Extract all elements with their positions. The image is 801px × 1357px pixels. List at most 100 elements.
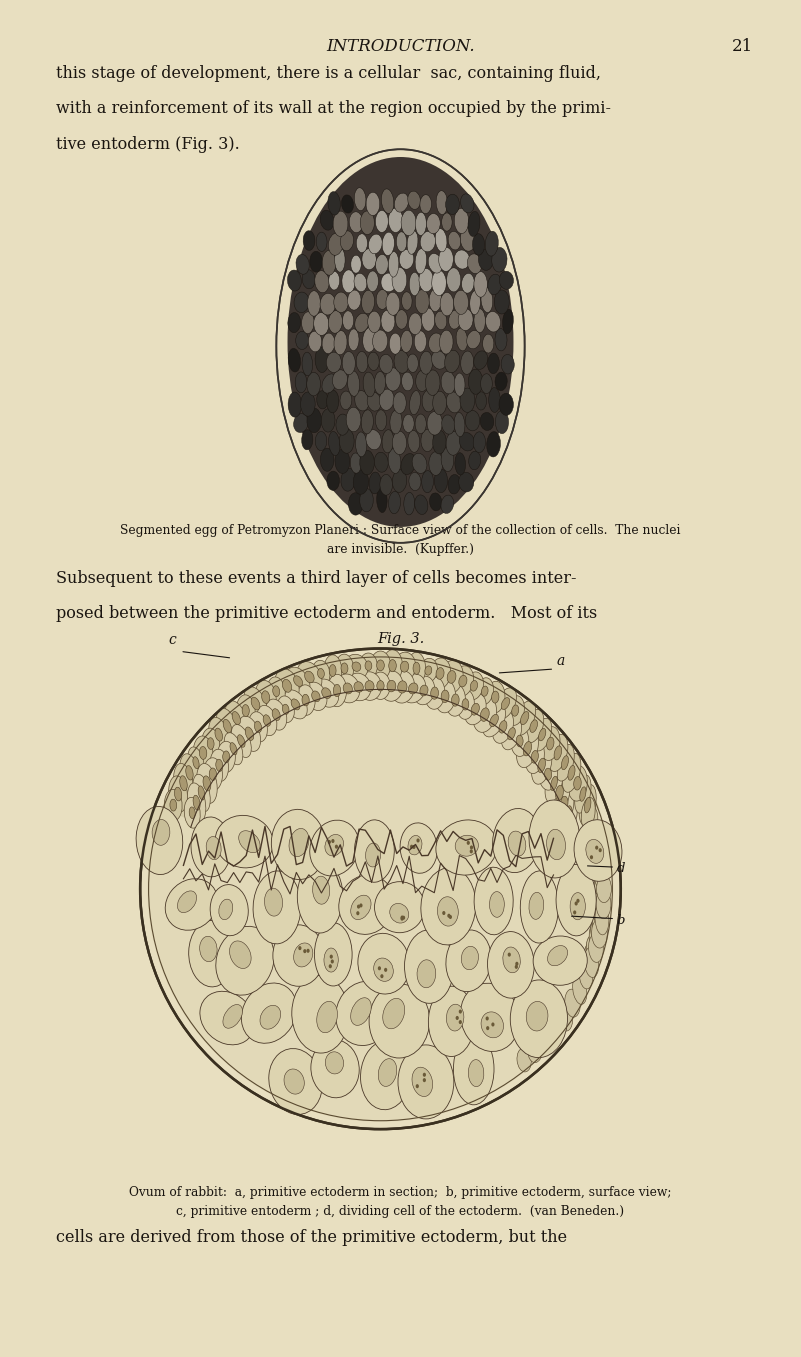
Ellipse shape: [186, 765, 193, 780]
Ellipse shape: [423, 1077, 426, 1082]
Ellipse shape: [343, 683, 352, 693]
Ellipse shape: [376, 410, 387, 430]
Ellipse shape: [328, 191, 340, 214]
Ellipse shape: [550, 776, 557, 791]
Ellipse shape: [414, 331, 427, 351]
Ellipse shape: [343, 311, 354, 330]
Ellipse shape: [537, 759, 545, 772]
Ellipse shape: [187, 746, 204, 779]
Ellipse shape: [400, 661, 409, 672]
Ellipse shape: [272, 708, 280, 721]
Ellipse shape: [374, 958, 393, 981]
Ellipse shape: [209, 768, 216, 780]
Ellipse shape: [488, 353, 499, 373]
Ellipse shape: [523, 741, 532, 756]
Ellipse shape: [216, 708, 238, 744]
Ellipse shape: [348, 290, 361, 311]
Ellipse shape: [315, 923, 352, 987]
Ellipse shape: [461, 351, 473, 375]
Ellipse shape: [461, 228, 476, 251]
Ellipse shape: [365, 843, 380, 867]
Ellipse shape: [352, 662, 360, 672]
Ellipse shape: [435, 229, 447, 252]
Ellipse shape: [425, 370, 440, 395]
Ellipse shape: [219, 900, 233, 920]
Ellipse shape: [358, 934, 410, 995]
Ellipse shape: [320, 448, 334, 471]
Ellipse shape: [420, 351, 433, 375]
Ellipse shape: [164, 790, 182, 821]
Ellipse shape: [244, 687, 267, 721]
Ellipse shape: [400, 916, 404, 920]
Ellipse shape: [546, 737, 554, 750]
Ellipse shape: [488, 931, 534, 999]
Ellipse shape: [390, 410, 402, 434]
Ellipse shape: [248, 712, 268, 742]
Text: tive entoderm (Fig. 3).: tive entoderm (Fig. 3).: [56, 136, 239, 153]
Ellipse shape: [437, 897, 458, 925]
Ellipse shape: [334, 331, 347, 354]
Ellipse shape: [400, 916, 404, 920]
Ellipse shape: [409, 472, 421, 491]
Ellipse shape: [331, 959, 334, 963]
Ellipse shape: [304, 672, 314, 683]
Ellipse shape: [409, 273, 420, 296]
Ellipse shape: [193, 757, 199, 768]
Text: a: a: [557, 654, 565, 668]
Ellipse shape: [380, 974, 384, 978]
Ellipse shape: [330, 954, 333, 958]
Ellipse shape: [224, 733, 243, 765]
Ellipse shape: [401, 372, 413, 391]
Ellipse shape: [433, 391, 447, 415]
Text: are invisible.  (Kupffer.): are invisible. (Kupffer.): [327, 543, 474, 556]
Ellipse shape: [340, 231, 353, 251]
Ellipse shape: [421, 308, 435, 331]
Ellipse shape: [328, 674, 347, 707]
Ellipse shape: [388, 251, 399, 277]
Ellipse shape: [322, 375, 336, 394]
Ellipse shape: [344, 654, 368, 678]
Ellipse shape: [302, 353, 312, 376]
Ellipse shape: [461, 984, 520, 1052]
Ellipse shape: [440, 330, 453, 354]
Ellipse shape: [392, 470, 407, 493]
Ellipse shape: [432, 270, 446, 296]
Ellipse shape: [580, 787, 586, 801]
Ellipse shape: [441, 495, 453, 513]
Ellipse shape: [357, 905, 360, 909]
Ellipse shape: [517, 730, 538, 768]
Ellipse shape: [252, 697, 260, 710]
Ellipse shape: [474, 867, 513, 935]
Text: with a reinforcement of its wall at the region occupied by the primi-: with a reinforcement of its wall at the …: [56, 100, 611, 118]
Ellipse shape: [459, 1020, 462, 1025]
Ellipse shape: [316, 391, 328, 408]
Ellipse shape: [399, 250, 414, 269]
Text: 21: 21: [731, 38, 753, 56]
Ellipse shape: [381, 311, 395, 332]
Ellipse shape: [311, 1039, 359, 1098]
Ellipse shape: [420, 194, 432, 213]
Ellipse shape: [296, 685, 315, 715]
Ellipse shape: [440, 661, 463, 693]
Ellipse shape: [516, 735, 523, 746]
Ellipse shape: [441, 448, 453, 471]
Ellipse shape: [307, 372, 320, 396]
Ellipse shape: [441, 213, 452, 231]
Ellipse shape: [495, 411, 509, 434]
Ellipse shape: [488, 274, 501, 294]
Ellipse shape: [322, 251, 336, 275]
Ellipse shape: [325, 835, 344, 856]
Ellipse shape: [341, 195, 353, 213]
Ellipse shape: [415, 495, 428, 514]
Ellipse shape: [356, 911, 360, 915]
Ellipse shape: [230, 940, 252, 969]
Ellipse shape: [223, 750, 230, 763]
Ellipse shape: [565, 989, 580, 1018]
Ellipse shape: [461, 194, 474, 213]
Ellipse shape: [585, 798, 591, 813]
Ellipse shape: [361, 410, 373, 434]
Ellipse shape: [326, 351, 341, 373]
Ellipse shape: [370, 651, 391, 680]
Ellipse shape: [262, 691, 270, 703]
Ellipse shape: [320, 293, 336, 315]
